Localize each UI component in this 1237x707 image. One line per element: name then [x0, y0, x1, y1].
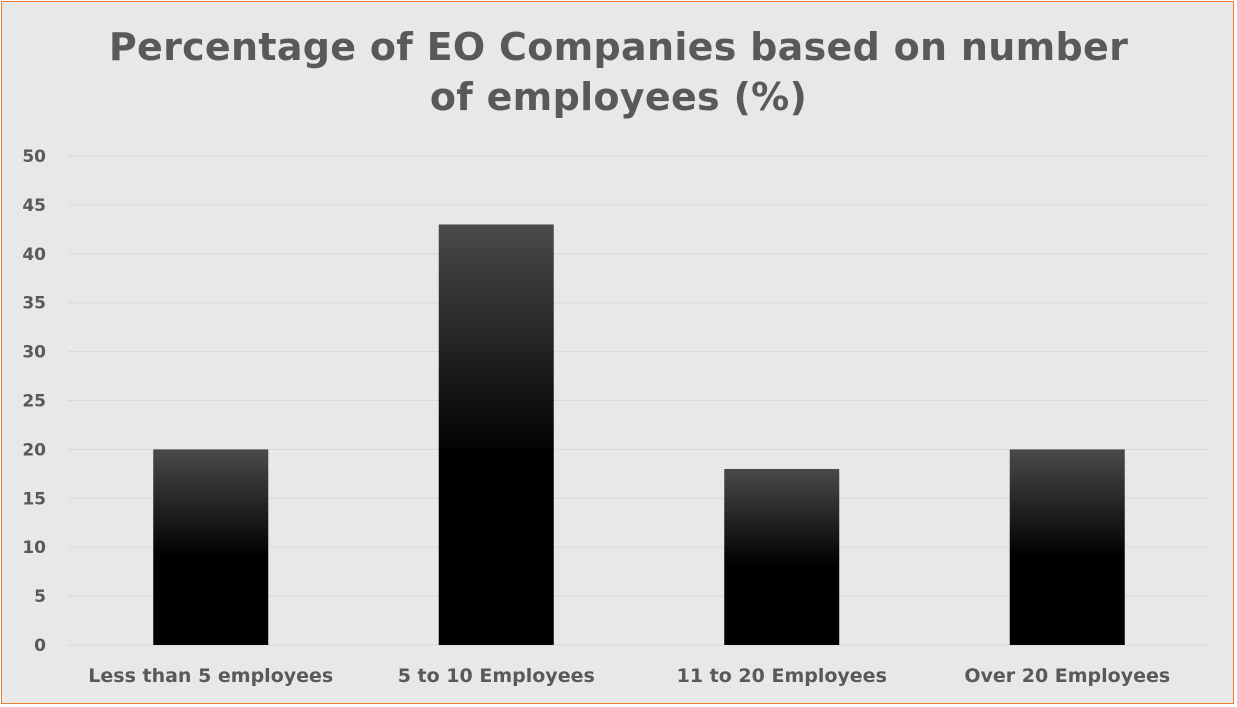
bar [438, 224, 554, 645]
y-tick-label: 5 [34, 587, 46, 607]
x-category-label: 5 to 10 Employees [398, 665, 595, 687]
y-axis-ticks: 0 5 10 15 20 25 30 35 40 45 50 [22, 147, 46, 656]
y-tick-label: 35 [22, 294, 46, 314]
chart-title-line-1: Percentage of EO Companies based on numb… [108, 25, 1129, 69]
y-tick-label: 25 [22, 392, 46, 412]
bar [1009, 449, 1125, 645]
bar [724, 468, 840, 645]
chart-title: Percentage of EO Companies based on numb… [0, 22, 1237, 122]
y-tick-label: 50 [22, 147, 46, 167]
y-tick-label: 10 [22, 538, 46, 558]
bars [153, 224, 1125, 645]
y-tick-label: 40 [22, 245, 46, 265]
chart-title-line-2: of employees (%) [429, 75, 808, 119]
x-category-label: 11 to 20 Employees [677, 665, 887, 687]
x-category-label: Less than 5 employees [88, 665, 333, 687]
x-axis-categories: Less than 5 employees 5 to 10 Employees 11… [88, 665, 1170, 687]
y-tick-label: 15 [22, 489, 46, 509]
y-tick-label: 0 [34, 636, 46, 656]
y-tick-label: 30 [22, 343, 46, 363]
y-tick-label: 45 [22, 196, 46, 216]
y-tick-label: 20 [22, 440, 46, 460]
bar [153, 449, 269, 645]
x-category-label: Over 20 Employees [964, 665, 1170, 687]
